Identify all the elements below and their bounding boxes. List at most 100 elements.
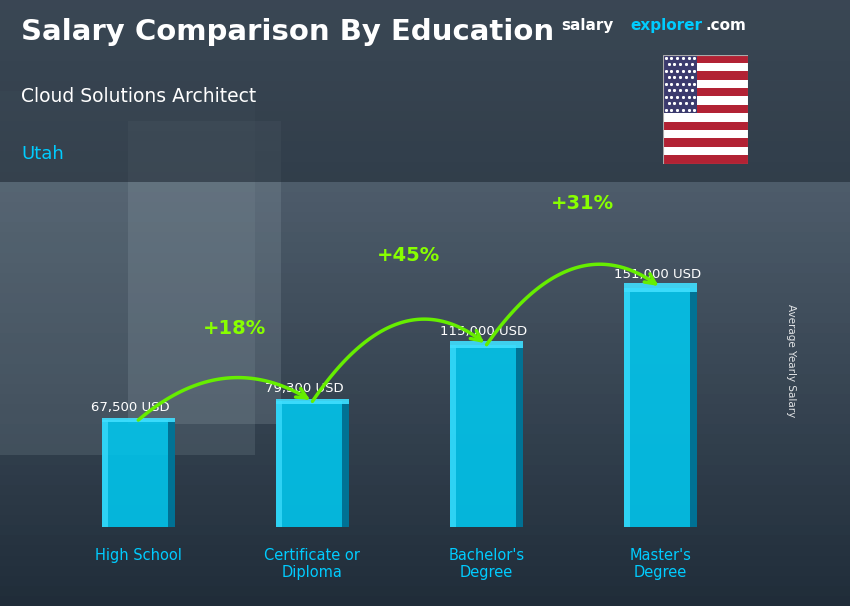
Bar: [0, 41, 850, 50]
Bar: [663, 105, 748, 113]
Bar: [167, 420, 175, 527]
Bar: [0, 141, 850, 152]
Bar: [0, 353, 850, 364]
Bar: [0, 152, 850, 162]
Bar: [0, 495, 850, 505]
Bar: [0, 525, 850, 535]
Text: 115,000 USD: 115,000 USD: [439, 325, 527, 338]
Bar: [0, 465, 850, 474]
Bar: [0, 182, 850, 192]
Bar: [0, 404, 850, 414]
Bar: [0, 505, 850, 515]
Bar: [0, 283, 850, 293]
Bar: [0, 535, 850, 545]
Bar: [102, 420, 175, 527]
Bar: [0, 20, 850, 30]
Bar: [102, 418, 175, 422]
Bar: [624, 288, 697, 527]
Bar: [0, 394, 850, 404]
Bar: [0, 596, 850, 606]
Bar: [276, 399, 349, 404]
Bar: [0, 454, 850, 465]
Bar: [0, 374, 850, 384]
Bar: [663, 147, 748, 155]
Bar: [450, 345, 456, 527]
Bar: [0, 61, 850, 71]
Bar: [0, 81, 850, 91]
Bar: [663, 113, 748, 122]
Bar: [0, 91, 850, 101]
Bar: [663, 96, 748, 105]
Text: Bachelor's
Degree: Bachelor's Degree: [449, 548, 524, 581]
Text: High School: High School: [95, 548, 182, 563]
Bar: [663, 72, 748, 80]
Bar: [0, 333, 850, 344]
Text: 79,300 USD: 79,300 USD: [265, 382, 344, 395]
Bar: [0, 414, 850, 424]
Bar: [0, 303, 850, 313]
Bar: [0, 545, 850, 556]
Bar: [0, 101, 850, 111]
Text: Utah: Utah: [21, 145, 64, 164]
Text: +45%: +45%: [377, 247, 439, 265]
Bar: [0, 121, 850, 132]
Text: .com: .com: [706, 18, 746, 33]
Bar: [342, 401, 349, 527]
Text: Master's
Degree: Master's Degree: [630, 548, 692, 581]
Bar: [663, 55, 748, 63]
Bar: [0, 474, 850, 485]
Bar: [450, 341, 523, 348]
Bar: [0, 10, 850, 20]
Bar: [0, 162, 850, 171]
Bar: [663, 122, 748, 130]
Bar: [0, 515, 850, 525]
Bar: [0, 212, 850, 222]
Text: 151,000 USD: 151,000 USD: [614, 268, 700, 281]
Bar: [128, 121, 280, 424]
Bar: [663, 155, 748, 164]
Bar: [276, 401, 349, 527]
Text: salary: salary: [561, 18, 614, 33]
Bar: [663, 130, 748, 138]
Bar: [0, 30, 850, 41]
Bar: [663, 63, 748, 72]
Bar: [624, 283, 697, 292]
Text: Average Yearly Salary: Average Yearly Salary: [785, 304, 796, 417]
Bar: [0, 485, 850, 495]
Text: +31%: +31%: [551, 194, 614, 213]
Text: +18%: +18%: [202, 319, 266, 338]
Bar: [0, 171, 850, 182]
Bar: [0, 364, 850, 374]
Bar: [450, 345, 523, 527]
Bar: [0, 202, 850, 212]
Bar: [0, 384, 850, 394]
Bar: [663, 80, 748, 88]
Text: Certificate or
Diploma: Certificate or Diploma: [264, 548, 360, 581]
Bar: [0, 444, 850, 454]
Bar: [0, 91, 255, 454]
Bar: [0, 192, 850, 202]
Bar: [0, 71, 850, 81]
Bar: [0, 323, 850, 333]
Bar: [663, 55, 697, 113]
Text: 67,500 USD: 67,500 USD: [91, 401, 170, 414]
Bar: [0, 50, 850, 61]
Bar: [0, 576, 850, 586]
Bar: [0, 313, 850, 323]
Bar: [0, 222, 850, 232]
Text: Cloud Solutions Architect: Cloud Solutions Architect: [21, 87, 257, 106]
Bar: [0, 242, 850, 253]
Bar: [0, 0, 850, 10]
Bar: [0, 556, 850, 565]
Bar: [0, 262, 850, 273]
Text: Salary Comparison By Education: Salary Comparison By Education: [21, 18, 554, 46]
Bar: [0, 565, 850, 576]
Bar: [0, 293, 850, 303]
Bar: [0, 273, 850, 283]
Bar: [663, 138, 748, 147]
Bar: [0, 132, 850, 141]
Bar: [276, 401, 281, 527]
Bar: [663, 88, 748, 96]
Bar: [0, 111, 850, 121]
Bar: [0, 424, 850, 435]
